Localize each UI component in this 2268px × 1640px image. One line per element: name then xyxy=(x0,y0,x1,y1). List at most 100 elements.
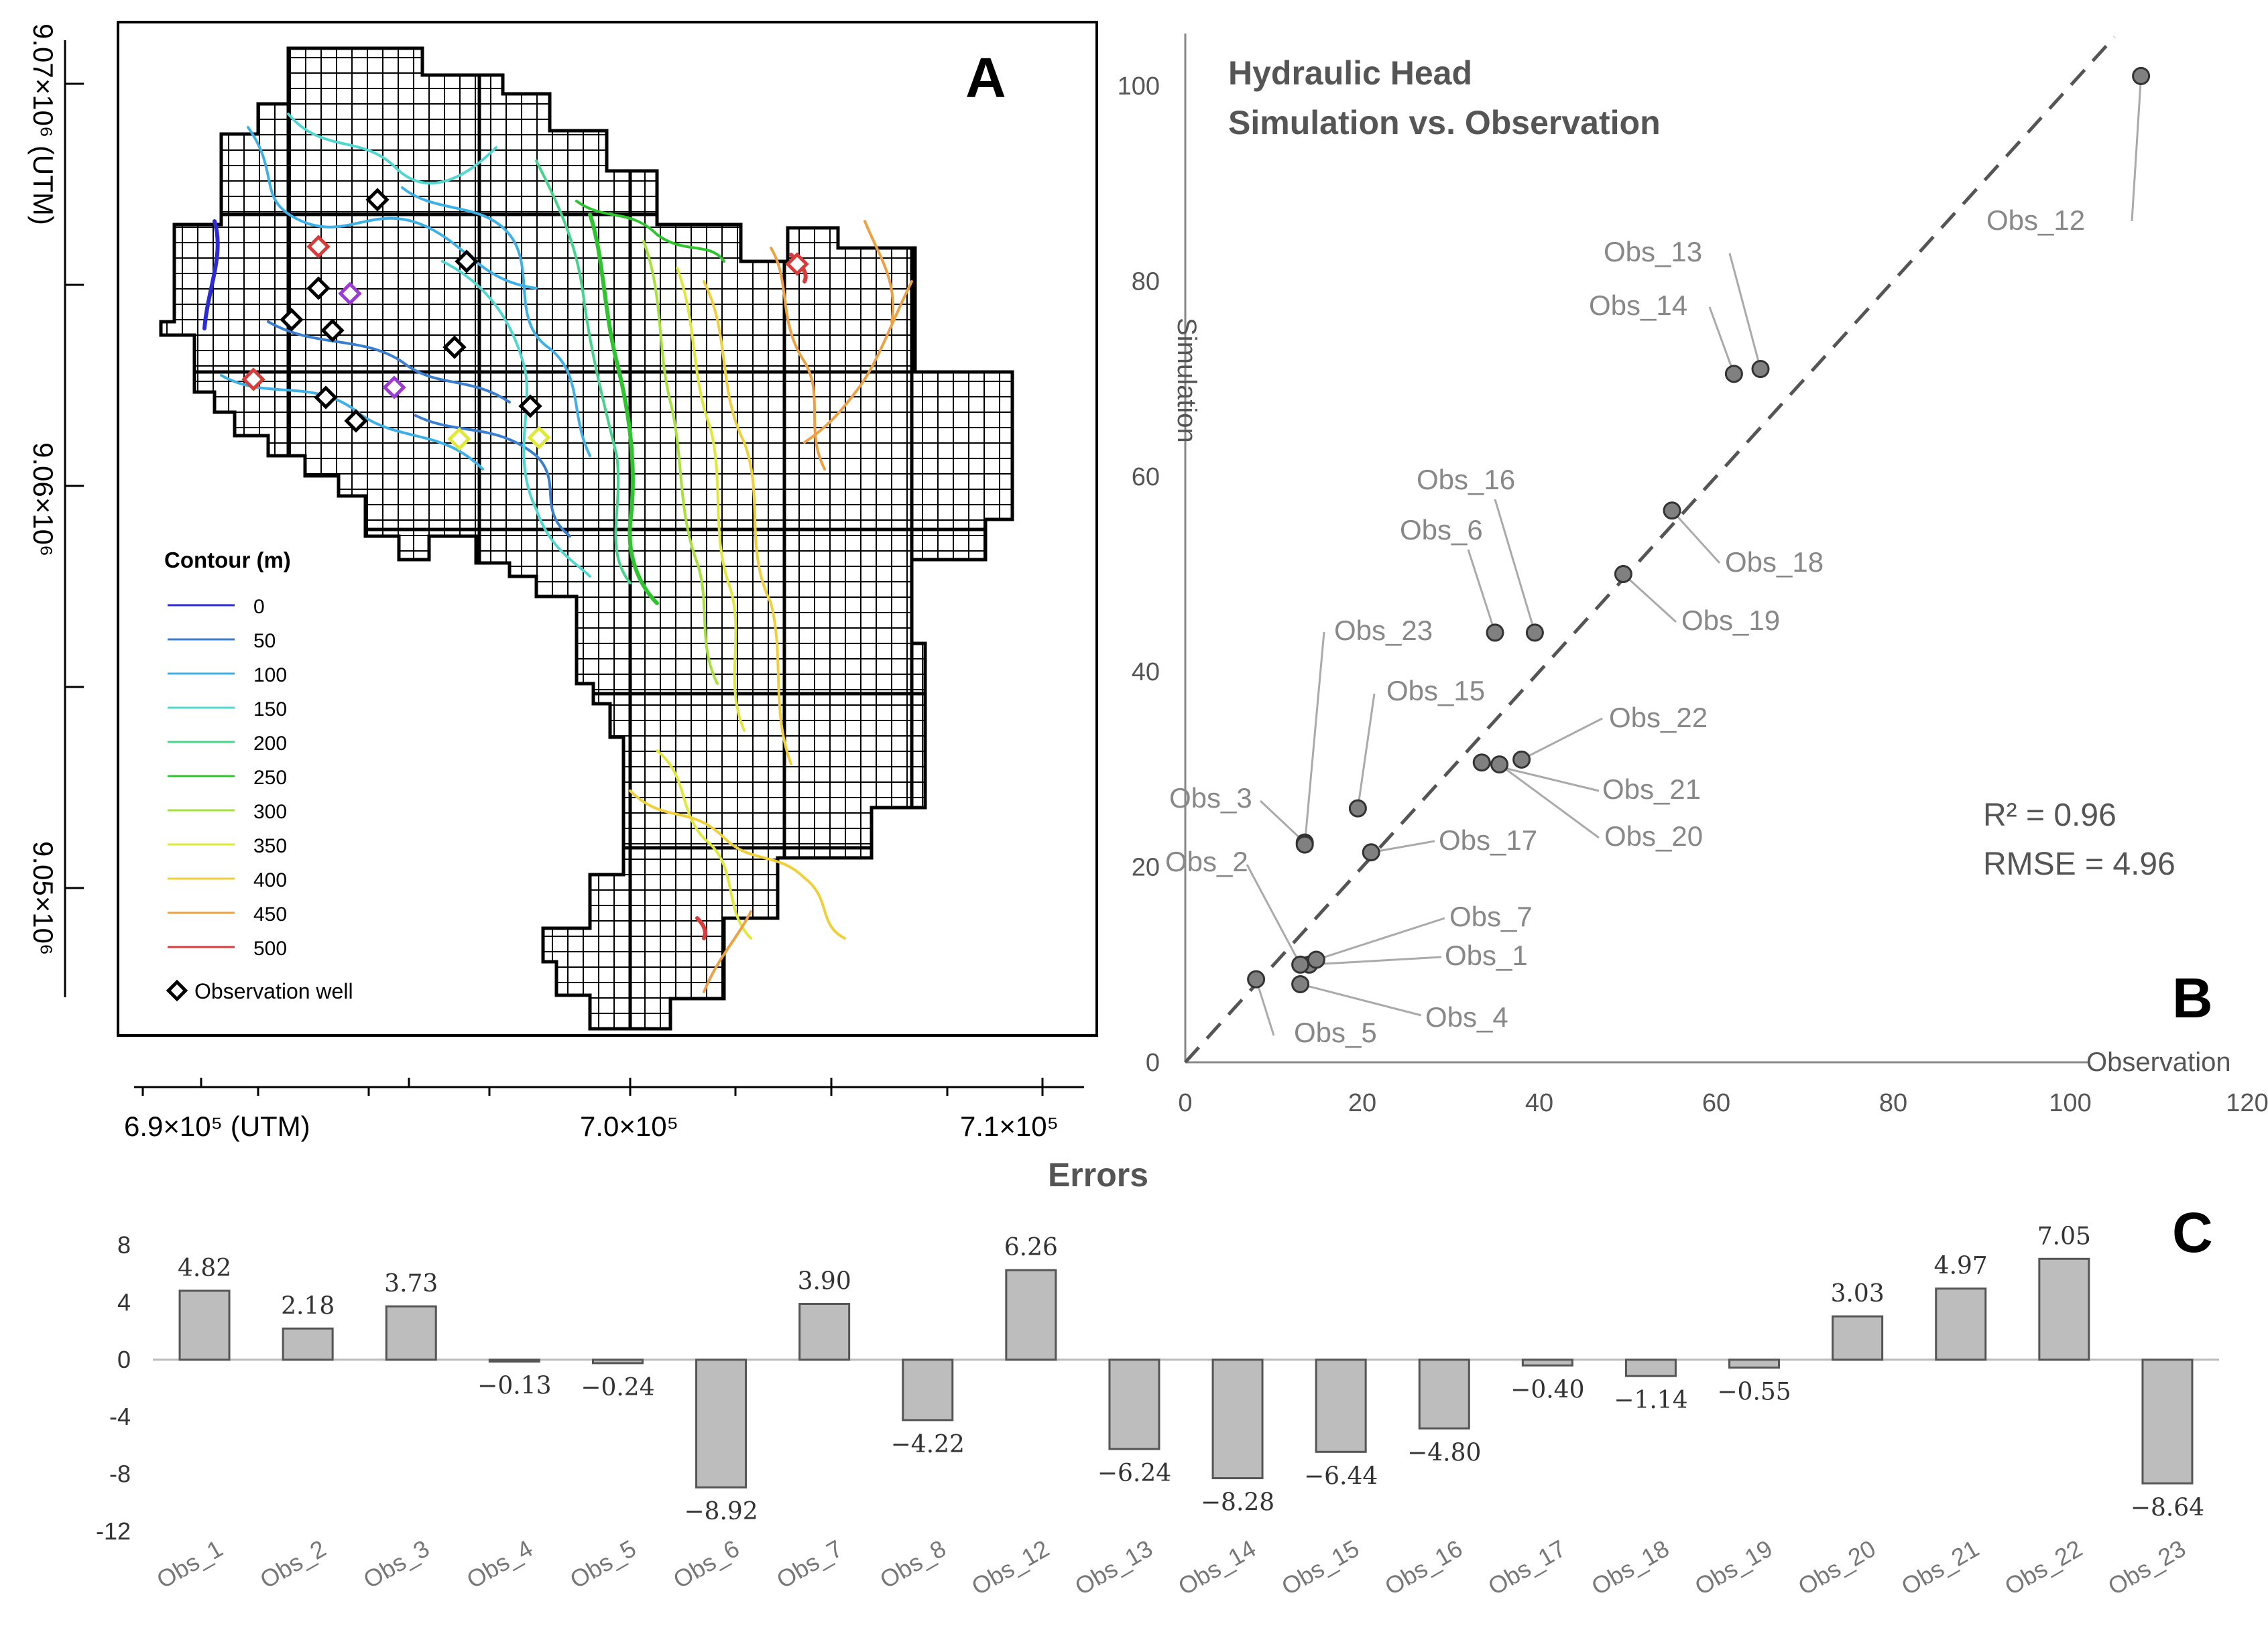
legend-label: 100 xyxy=(253,664,287,686)
contour-200 xyxy=(535,160,632,584)
leader-line xyxy=(1708,306,1735,375)
bar-value-label: −8.92 xyxy=(684,1498,758,1525)
well-marker xyxy=(785,252,809,276)
bar-value-label: −0.40 xyxy=(1510,1376,1584,1403)
leader-line xyxy=(1356,693,1376,809)
bar-y-tick-label: -4 xyxy=(109,1403,131,1430)
well-marker xyxy=(320,318,345,342)
scatter-point xyxy=(1472,753,1491,772)
scatter-x-tick-label: 0 xyxy=(1178,1089,1192,1117)
bar-y-tick-label: 4 xyxy=(117,1288,131,1316)
contour-500b xyxy=(695,916,707,940)
well-marker xyxy=(241,367,265,391)
bar-category-label: Obs_6 xyxy=(668,1534,743,1594)
bar-category-label: Obs_8 xyxy=(875,1534,950,1594)
leader-line xyxy=(1315,917,1445,961)
scatter-point-label: Obs_23 xyxy=(1334,615,1433,646)
contour-50 xyxy=(267,320,511,403)
bar xyxy=(2141,1359,2194,1485)
bar-category-label: Obs_20 xyxy=(1793,1534,1881,1600)
model-domain-outline xyxy=(159,46,1014,1031)
bar-category-label: Obs_17 xyxy=(1484,1534,1571,1600)
bar xyxy=(1005,1269,1057,1361)
bar-category-label: Obs_7 xyxy=(772,1534,847,1594)
bar xyxy=(1521,1359,1573,1367)
contour-150b xyxy=(441,260,591,578)
legend-label: 400 xyxy=(253,869,287,891)
scatter-leader-lines xyxy=(1246,76,2143,1036)
scatter-point-label: Obs_7 xyxy=(1449,901,1533,932)
contour-450c xyxy=(803,280,913,444)
scatter-point xyxy=(1247,970,1266,989)
bar-value-label: 4.97 xyxy=(1934,1253,1988,1280)
leader-line xyxy=(1259,800,1306,844)
map-x-tick-0: 6.9×10⁵ (UTM) xyxy=(124,1111,310,1142)
bar xyxy=(1315,1359,1367,1453)
scatter-point-labels: Obs_1 Obs_2 Obs_3 Obs_4 Obs_5 Obs_6 Obs_7 Obs_1… xyxy=(1165,204,2085,1048)
leader-line xyxy=(1255,979,1275,1036)
scatter-point xyxy=(1614,565,1632,583)
bar-category-labels: Obs_1 Obs_2 Obs_3 Obs_4 Obs_5 Obs_6 Obs_7 Obs_8… xyxy=(152,1534,2190,1600)
scatter-x-tick-label: 80 xyxy=(1879,1089,1907,1117)
scatter-ylabel: Simulation xyxy=(1172,318,1201,443)
scatter-x-tick-label: 20 xyxy=(1348,1089,1376,1117)
bar-value-label: −4.22 xyxy=(891,1431,965,1458)
leader-line xyxy=(1622,573,1677,623)
leader-line xyxy=(1728,253,1762,369)
bar-y-tick-label: -12 xyxy=(96,1517,131,1545)
scatter-point-label: Obs_20 xyxy=(1604,820,1703,852)
well-marker xyxy=(338,281,362,306)
legend-label: 350 xyxy=(253,835,287,857)
scatter-point xyxy=(1348,799,1367,818)
well-marker xyxy=(314,385,338,409)
legend-well-label: Observation well xyxy=(194,979,353,1003)
map-y-axis xyxy=(64,40,84,997)
bar-value-label: 4.82 xyxy=(178,1255,231,1282)
scatter-y-tick-label: 60 xyxy=(1132,463,1160,491)
bar xyxy=(1728,1359,1781,1369)
bar xyxy=(1108,1359,1160,1450)
contour-450d xyxy=(703,910,752,993)
bar xyxy=(695,1359,748,1489)
scatter-point-label: Obs_22 xyxy=(1609,702,1708,733)
leader-line xyxy=(1467,549,1496,633)
panel-letter-a: A xyxy=(965,46,1006,109)
scatter-y-tick-label: 80 xyxy=(1132,267,1160,296)
bar-category-label: Obs_16 xyxy=(1380,1534,1468,1600)
scatter-x-tick-label: 120 xyxy=(2226,1089,2268,1117)
scatter-point-label: Obs_18 xyxy=(1725,546,1824,578)
panel-a-map: Contour (m) 0 50 100 150 200 250 300 350 400 450 5… xyxy=(27,21,1098,1142)
scatter-title-line-2: Simulation vs. Observation xyxy=(1228,104,1661,141)
map-legend: Contour (m) 0 50 100 150 200 250 300 350 400 450 5… xyxy=(156,535,353,1017)
bar-category-label: Obs_23 xyxy=(2103,1534,2190,1600)
scatter-points xyxy=(1247,66,2151,993)
bar-value-label: 3.90 xyxy=(798,1268,851,1296)
well-marker xyxy=(280,308,304,332)
bar-value-label: −0.13 xyxy=(477,1373,551,1400)
legend-label: 0 xyxy=(253,596,265,618)
bar xyxy=(282,1327,334,1361)
stat-r2: R² = 0.96 xyxy=(1983,798,2116,833)
well-marker xyxy=(455,249,479,273)
bar-value-label: −6.24 xyxy=(1097,1460,1171,1487)
leader-line xyxy=(1370,840,1435,854)
well-marker xyxy=(527,426,551,450)
map-x-axis xyxy=(134,1078,1084,1096)
legend-label: 200 xyxy=(253,733,287,755)
bar-category-label: Obs_2 xyxy=(255,1534,331,1594)
scatter-point xyxy=(1512,750,1531,769)
contour-250b xyxy=(575,200,725,263)
scatter-point xyxy=(1486,623,1504,642)
bar xyxy=(798,1303,851,1361)
bar-value-label: 2.18 xyxy=(281,1292,335,1320)
bar-value-label: 3.73 xyxy=(384,1270,438,1298)
scatter-x-tick-label: 100 xyxy=(2049,1089,2091,1117)
bar xyxy=(488,1359,540,1363)
scatter-point xyxy=(1490,755,1509,774)
well-marker xyxy=(518,394,542,418)
scatter-point-label: Obs_17 xyxy=(1439,824,1537,856)
scatter-point-label: Obs_16 xyxy=(1417,464,1515,495)
map-x-tick-1: 7.0×10⁵ xyxy=(580,1111,678,1142)
bar-value-label: −8.28 xyxy=(1201,1489,1274,1517)
